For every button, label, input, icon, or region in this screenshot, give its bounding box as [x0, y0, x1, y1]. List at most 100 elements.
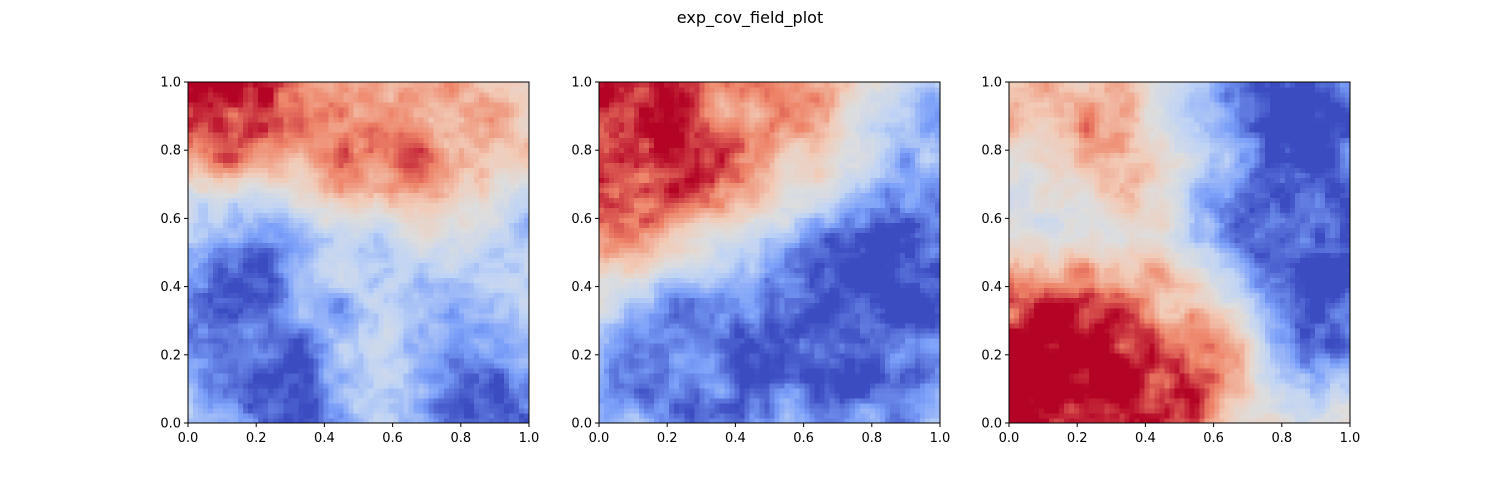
heatmap-cell	[428, 102, 435, 108]
heatmap-cell	[388, 382, 395, 389]
heatmap-cell	[383, 382, 390, 389]
heatmap-cell	[233, 372, 239, 379]
heatmap-cell	[228, 317, 234, 324]
heatmap-cell	[403, 237, 410, 244]
heatmap-cell	[388, 327, 395, 334]
heatmap-cell	[433, 392, 440, 399]
heatmap-cell	[198, 297, 204, 304]
heatmap-cell	[318, 312, 324, 319]
heatmap-cell	[373, 162, 380, 168]
heatmap-cell	[303, 332, 309, 339]
heatmap-cell	[453, 327, 460, 334]
heatmap-cell	[518, 222, 525, 229]
heatmap-cell	[478, 347, 485, 354]
heatmap-cell	[248, 247, 254, 254]
heatmap-cell	[443, 382, 450, 389]
heatmap-cell	[649, 397, 655, 404]
heatmap-cell	[343, 172, 350, 178]
heatmap-cell	[208, 337, 214, 344]
heatmap-cell	[198, 172, 204, 178]
heatmap-cell	[373, 92, 380, 98]
heatmap-cell	[263, 182, 269, 188]
heatmap-cell	[188, 122, 194, 128]
heatmap-cell	[263, 292, 269, 299]
heatmap-cell	[468, 222, 475, 229]
heatmap-cell	[338, 352, 345, 359]
heatmap-cell	[223, 87, 229, 93]
heatmap-cell	[398, 157, 405, 163]
heatmap-cell	[408, 107, 415, 113]
heatmap-cell	[448, 327, 455, 334]
heatmap-cell	[599, 407, 605, 414]
heatmap-cell	[438, 107, 445, 113]
heatmap-cell	[213, 377, 219, 384]
heatmap-cell	[463, 287, 470, 294]
heatmap-cell	[503, 97, 510, 103]
heatmap-cell	[213, 392, 219, 399]
heatmap-cell	[323, 282, 330, 289]
heatmap-cell	[248, 147, 254, 153]
heatmap-cell	[383, 112, 390, 118]
heatmap-cell	[373, 87, 380, 93]
heatmap-cell	[498, 267, 505, 274]
heatmap-cell	[248, 157, 254, 163]
heatmap-cell	[378, 137, 385, 143]
heatmap-cell	[238, 242, 244, 249]
heatmap-cell	[253, 202, 259, 208]
heatmap-cell	[313, 167, 319, 173]
heatmap-cell	[398, 312, 405, 319]
heatmap-cell	[824, 412, 831, 419]
heatmap-cell	[218, 212, 224, 218]
heatmap-cell	[293, 112, 299, 118]
heatmap-cell	[203, 97, 209, 103]
heatmap-cell	[358, 297, 365, 304]
heatmap-cell	[438, 267, 445, 274]
heatmap-cell	[338, 372, 345, 379]
heatmap-cell	[228, 212, 234, 218]
heatmap-cell	[348, 92, 355, 98]
heatmap-cell	[398, 297, 405, 304]
heatmap-cell	[228, 162, 234, 168]
heatmap-cell	[303, 317, 309, 324]
heatmap-cell	[483, 362, 490, 369]
heatmap-cell	[283, 197, 289, 203]
heatmap-cell	[423, 387, 430, 394]
heatmap-cell	[453, 207, 460, 213]
heatmap-cell	[353, 367, 360, 374]
heatmap-cell	[318, 217, 324, 224]
heatmap-cell	[213, 162, 219, 168]
heatmap-cell	[328, 382, 335, 389]
heatmap-cell	[353, 242, 360, 249]
heatmap-cell	[513, 232, 520, 239]
heatmap-cell	[523, 352, 530, 359]
heatmap-cell	[403, 192, 410, 198]
heatmap-cell	[338, 157, 345, 163]
heatmap-cell	[453, 377, 460, 384]
heatmap-cell	[218, 112, 224, 118]
heatmap-cell	[398, 277, 405, 284]
heatmap-cell	[258, 362, 264, 369]
heatmap-cell	[413, 327, 420, 334]
heatmap-cell	[498, 147, 505, 153]
heatmap-cell	[523, 292, 530, 299]
heatmap-cell	[393, 297, 400, 304]
heatmap-cell	[253, 122, 259, 128]
heatmap-cell	[243, 357, 249, 364]
heatmap-cell	[273, 407, 279, 414]
heatmap-cell	[408, 357, 415, 364]
heatmap-cell	[233, 172, 239, 178]
heatmap-cell	[258, 167, 264, 173]
heatmap-cell	[418, 267, 425, 274]
heatmap-cell	[363, 152, 370, 158]
heatmap-cell	[478, 307, 485, 314]
heatmap-cell	[488, 397, 495, 404]
heatmap-cell	[413, 127, 420, 133]
heatmap-cell	[353, 227, 360, 234]
heatmap-cell	[809, 417, 816, 424]
heatmap-cell	[203, 212, 209, 218]
heatmap-cell	[353, 112, 360, 118]
heatmap-cell	[198, 227, 204, 234]
heatmap-cell	[468, 237, 475, 244]
heatmap-cell	[188, 132, 194, 138]
heatmap-cell	[338, 367, 345, 374]
